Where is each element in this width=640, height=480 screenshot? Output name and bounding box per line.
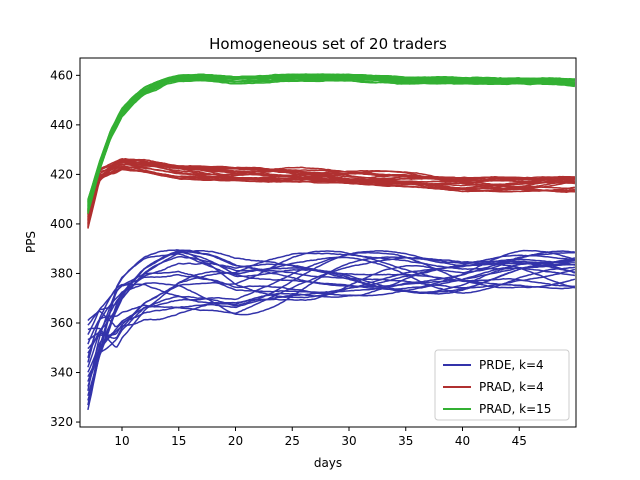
series-line [87, 256, 575, 373]
x-tick-label: 10 [114, 434, 129, 448]
series-group [87, 158, 576, 229]
series-line [87, 167, 575, 219]
legend-label: PRAD, k=15 [479, 402, 551, 416]
plot-frame [79, 57, 577, 428]
x-axis-label: days [314, 456, 342, 470]
y-axis: 320 340 360 380 400 420 440 460 [50, 68, 80, 429]
series-line [87, 262, 575, 391]
legend: PRDE, k=4 PRAD, k=4 PRAD, k=15 [434, 349, 570, 421]
y-tick-label: 400 [50, 217, 73, 231]
series-line [87, 163, 575, 210]
legend-label: PRDE, k=4 [479, 358, 544, 372]
y-tick-label: 380 [50, 266, 73, 280]
y-tick-label: 440 [50, 118, 73, 132]
x-tick-label: 40 [455, 434, 470, 448]
legend-label: PRAD, k=4 [479, 380, 544, 394]
series-line [87, 249, 576, 335]
series-line [87, 254, 575, 382]
x-tick-label: 45 [512, 434, 527, 448]
legend-box [434, 349, 570, 421]
series-line [87, 74, 576, 200]
series-group [87, 73, 576, 214]
y-tick-label: 360 [50, 316, 73, 330]
series-layer [87, 73, 576, 411]
series-line [87, 158, 576, 211]
y-tick-label: 460 [50, 68, 73, 82]
y-tick-label: 340 [50, 366, 73, 380]
x-tick-label: 20 [228, 434, 243, 448]
chart-title: Homogeneous set of 20 traders [209, 35, 447, 53]
x-axis: 10 15 20 25 30 35 40 45 [114, 427, 527, 448]
x-tick-label: 35 [398, 434, 413, 448]
series-line [87, 250, 576, 326]
x-tick-label: 15 [171, 434, 186, 448]
y-tick-label: 420 [50, 167, 73, 181]
series-group [87, 249, 576, 411]
series-line [87, 251, 576, 328]
x-tick-label: 30 [341, 434, 356, 448]
series-line [87, 250, 576, 378]
series-line [87, 259, 575, 368]
x-tick-label: 25 [285, 434, 300, 448]
series-line [87, 168, 575, 213]
y-tick-label: 320 [50, 415, 73, 429]
y-axis-label: PPS [24, 231, 38, 253]
